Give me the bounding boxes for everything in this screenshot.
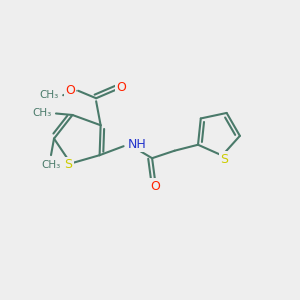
Text: O: O <box>65 84 75 97</box>
Text: CH₃: CH₃ <box>41 160 61 170</box>
Text: NH: NH <box>128 138 147 151</box>
Text: CH₃: CH₃ <box>39 90 58 100</box>
Text: O: O <box>150 180 160 193</box>
Text: O: O <box>116 81 126 94</box>
Text: CH₃: CH₃ <box>32 109 52 118</box>
Text: S: S <box>64 158 72 172</box>
Text: S: S <box>220 153 229 166</box>
